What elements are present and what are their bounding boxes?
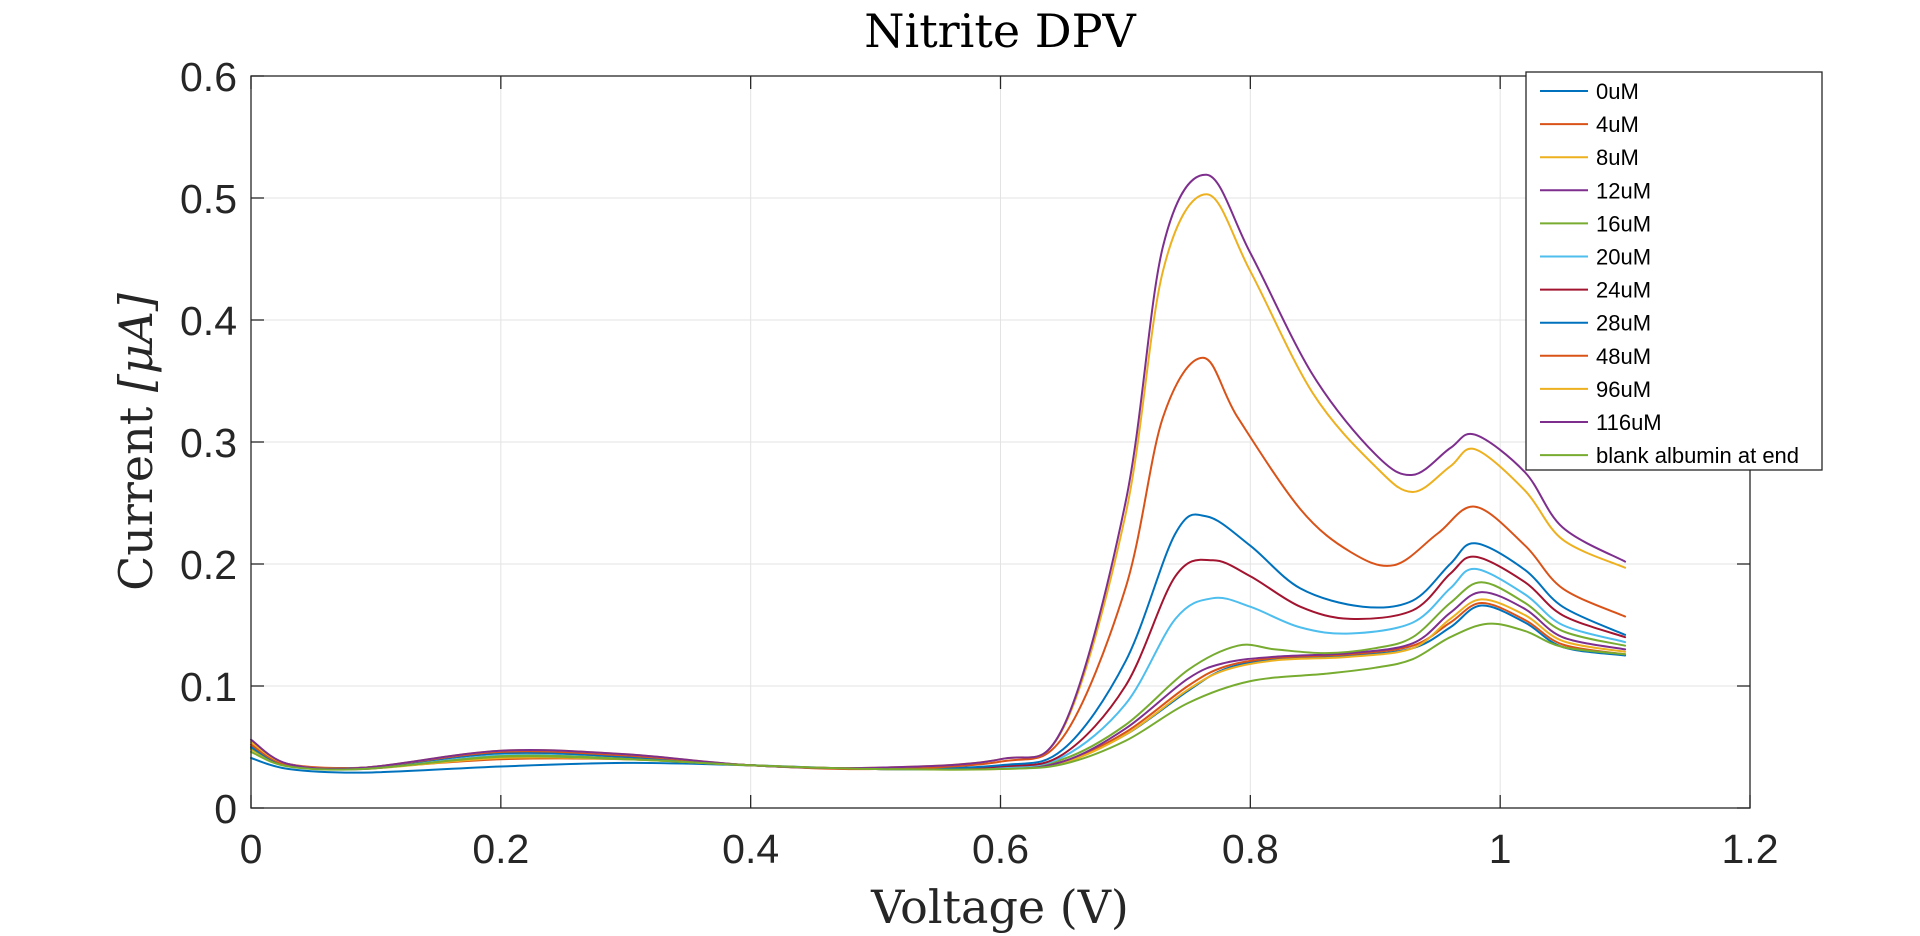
x-tick-label: 0.8 bbox=[1222, 826, 1279, 872]
y-tick-label: 0.1 bbox=[180, 664, 237, 710]
y-tick-label: 0.2 bbox=[180, 542, 237, 588]
series-line-5 bbox=[250, 567, 1627, 771]
legend-items: 0uM 4uM 8uM 12uM 16uM 20uM 24uM 28uM 48uM 96uM 116… bbox=[1540, 79, 1799, 468]
series-lines bbox=[250, 173, 1627, 774]
legend-entry: blank albumin at end bbox=[1596, 443, 1799, 468]
y-tick-label: 0 bbox=[214, 786, 237, 832]
y-axis-label-text: Current bbox=[109, 392, 163, 591]
y-tick-labels: 0 0.1 0.2 0.3 0.4 0.5 0.6 bbox=[180, 54, 237, 832]
y-tick-label: 0.3 bbox=[180, 420, 237, 466]
y-tick-label: 0.6 bbox=[180, 54, 237, 100]
legend-entry: 4uM bbox=[1596, 112, 1639, 137]
legend-entry: 8uM bbox=[1596, 145, 1639, 170]
legend: 0uM 4uM 8uM 12uM 16uM 20uM 24uM 28uM 48uM 96uM 116… bbox=[1525, 71, 1823, 471]
series-line-4 bbox=[250, 581, 1627, 771]
x-tick-label: 0 bbox=[240, 826, 263, 872]
legend-box bbox=[1525, 71, 1823, 471]
x-tick-label: 0.2 bbox=[472, 826, 529, 872]
y-tick-label: 0.5 bbox=[180, 176, 237, 222]
legend-entry: 24uM bbox=[1596, 278, 1651, 303]
y-tick-label: 0.4 bbox=[180, 298, 237, 344]
x-tick-label: 1 bbox=[1489, 826, 1512, 872]
x-tick-label: 0.6 bbox=[972, 826, 1029, 872]
y-axis-label: Current [μA] bbox=[109, 293, 163, 591]
x-axis-label: Voltage (V) bbox=[870, 880, 1129, 934]
legend-entry: 16uM bbox=[1596, 211, 1651, 236]
x-tick-label: 1.2 bbox=[1722, 826, 1779, 872]
series-line-7 bbox=[250, 513, 1627, 770]
legend-entry: 0uM bbox=[1596, 79, 1639, 104]
series-line-1 bbox=[250, 601, 1627, 771]
legend-entry: 12uM bbox=[1596, 178, 1651, 203]
x-tick-label: 0.4 bbox=[722, 826, 779, 872]
series-line-10 bbox=[250, 173, 1627, 770]
x-tick-labels: 0 0.2 0.4 0.6 0.8 1 1.2 bbox=[240, 826, 1779, 872]
series-line-8 bbox=[250, 356, 1627, 771]
legend-entry: 28uM bbox=[1596, 311, 1651, 336]
series-line-2 bbox=[250, 598, 1627, 771]
legend-entry: 48uM bbox=[1596, 344, 1651, 369]
chart-title: Nitrite DPV bbox=[864, 4, 1136, 58]
legend-entry: 96uM bbox=[1596, 377, 1651, 402]
series-line-11 bbox=[250, 622, 1627, 771]
legend-entry: 20uM bbox=[1596, 245, 1651, 270]
y-axis-label-unit: [μA] bbox=[109, 293, 163, 392]
legend-entry: 116uM bbox=[1596, 410, 1662, 435]
